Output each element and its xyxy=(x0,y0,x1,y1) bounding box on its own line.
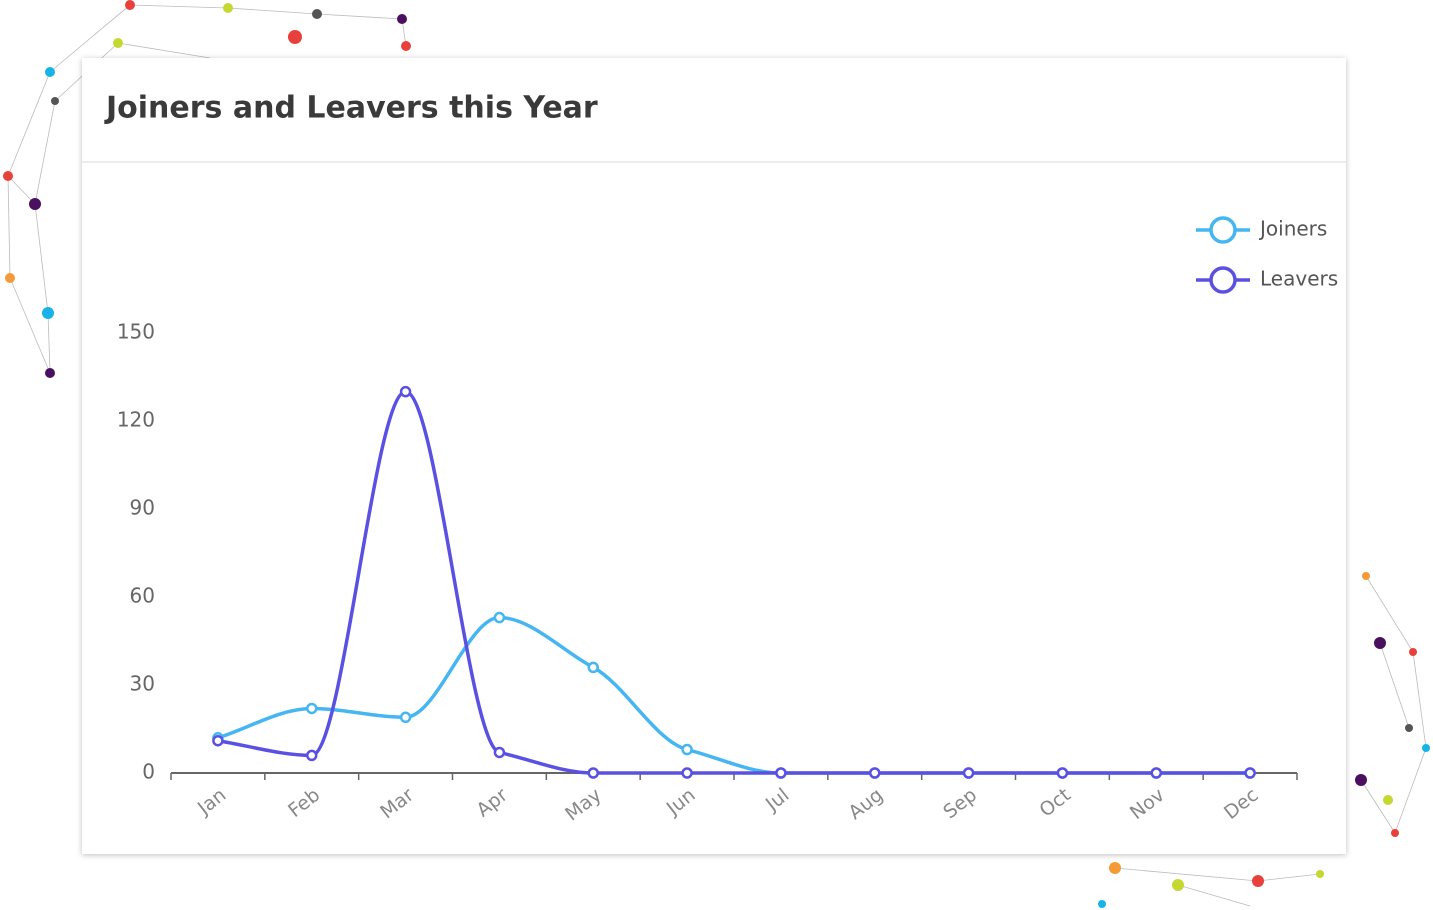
point-marker xyxy=(493,611,506,624)
point-marker xyxy=(1150,767,1162,779)
point-marker xyxy=(306,702,318,715)
y-tick-label: 30 xyxy=(130,672,155,696)
point-marker xyxy=(399,711,412,724)
chart-title: Joiners and Leavers this Year xyxy=(104,91,598,126)
card xyxy=(82,58,1346,854)
point-marker xyxy=(1244,767,1256,779)
y-tick-label: 0 xyxy=(142,760,155,784)
point-marker xyxy=(587,661,599,674)
y-tick-label: 120 xyxy=(117,408,155,432)
point-marker xyxy=(587,767,599,779)
point-marker xyxy=(775,767,787,779)
point-marker xyxy=(869,767,881,779)
point-marker xyxy=(681,743,693,756)
legend-marker xyxy=(1209,266,1237,294)
point-marker xyxy=(212,734,224,747)
point-marker xyxy=(962,767,975,779)
point-marker xyxy=(306,749,318,762)
series-line xyxy=(217,389,1251,775)
y-tick-label: 150 xyxy=(117,320,155,344)
legend-label: Joiners xyxy=(1258,217,1327,241)
point-marker xyxy=(1056,767,1069,779)
legend-marker xyxy=(1209,216,1237,244)
point-marker xyxy=(399,385,412,398)
y-tick-label: 90 xyxy=(130,496,155,520)
point-marker xyxy=(493,746,506,759)
point-marker xyxy=(681,767,693,779)
y-tick-label: 60 xyxy=(130,584,155,608)
legend-label: Leavers xyxy=(1260,267,1338,291)
